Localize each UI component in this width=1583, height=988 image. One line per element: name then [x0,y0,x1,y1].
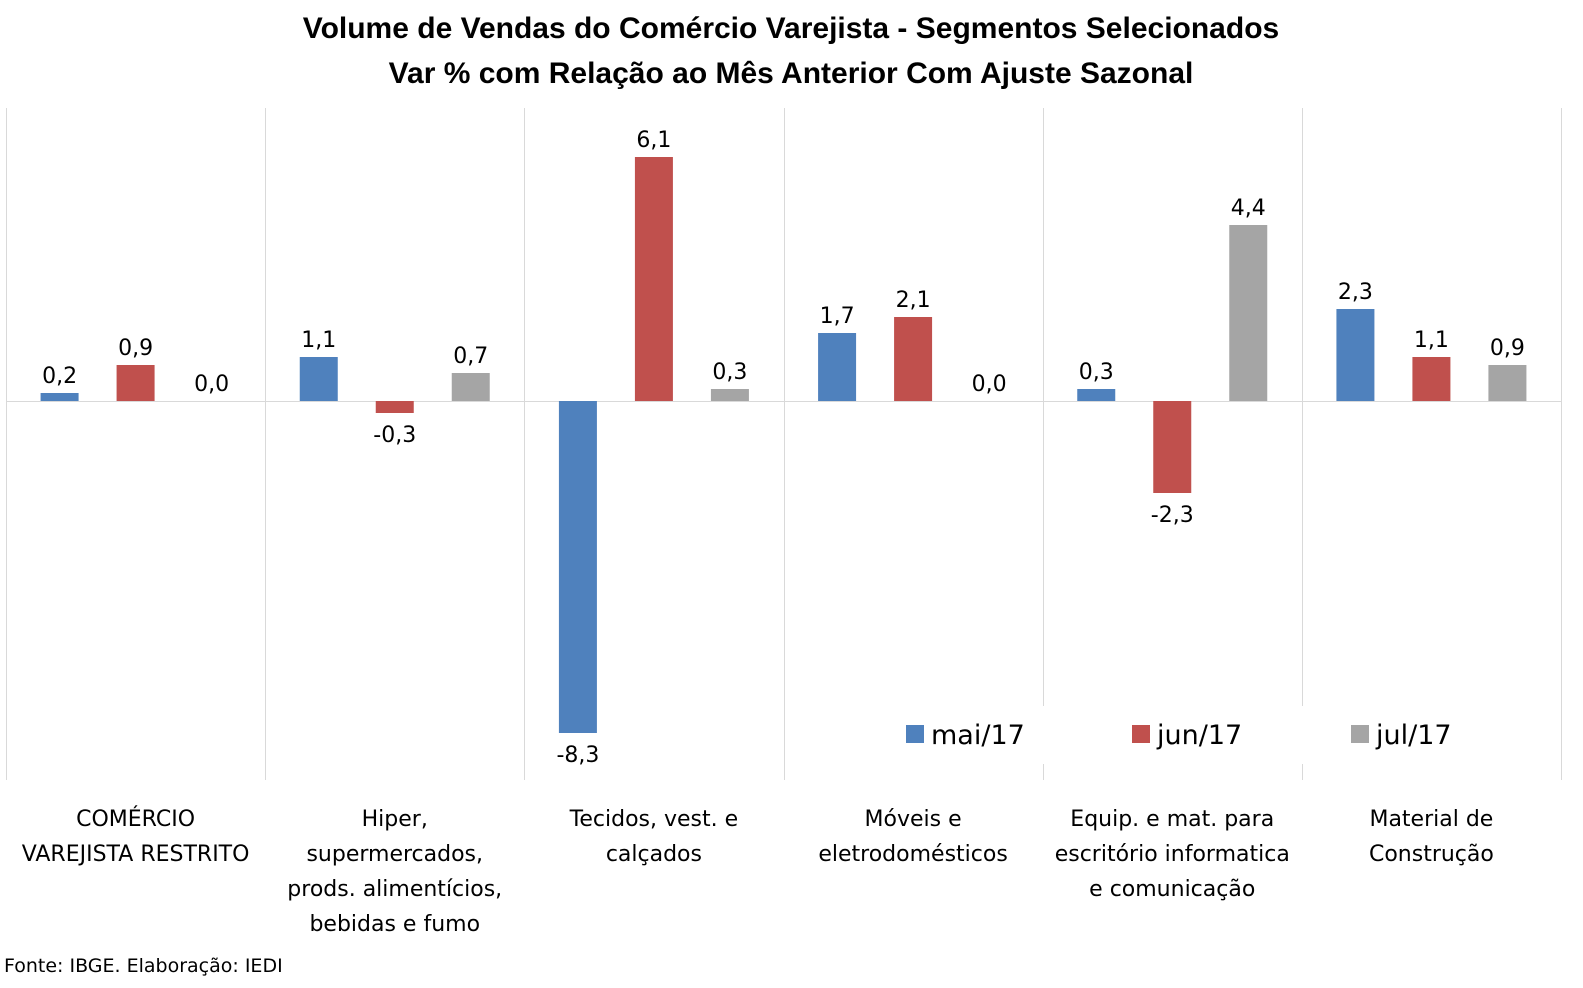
category-label: Móveis e eletrodomésticos [818,807,1007,867]
data-label: 2,1 [896,288,931,313]
chart-subtitle: Var % com Relação ao Mês Anterior Com Aj… [389,57,1194,90]
data-label: 0,3 [1079,360,1114,385]
bar-jun/17-cat3 [894,317,933,401]
data-label: 0,2 [42,364,77,389]
bar-mai/17-cat1 [299,357,338,401]
bar-mai/17-cat3 [818,333,857,401]
bar-jun/17-cat1 [375,401,414,413]
data-label: -2,3 [1151,503,1194,528]
category-label: Tecidos, vest. e calçados [569,807,738,867]
chart-title: Volume de Vendas do Comércio Varejista -… [303,12,1279,45]
bar-mai/17-cat0 [40,393,79,401]
legend-entry-mai/17: mai/17 [931,720,1025,751]
data-label: 0,9 [118,336,153,361]
data-label: -8,3 [556,743,599,768]
bar-jul/17-cat1 [451,373,490,401]
bar-mai/17-cat4 [1077,389,1116,401]
data-label: 0,7 [453,344,488,369]
bar-jun/17-cat5 [1412,357,1451,401]
bar-jun/17-cat2 [634,157,673,401]
legend-entry-jun/17: jun/17 [1156,720,1242,751]
category-label: Hiper, supermercados, prods. alimentícios,… [287,807,502,937]
bar-jul/17-cat4 [1229,225,1268,401]
category-labels: COMÉRCIO VAREJISTA RESTRITO Hiper, supermer… [22,806,1494,937]
data-label: 6,1 [636,128,671,153]
category-gridlines [6,108,1562,780]
legend-swatch-jul/17 [1351,725,1369,743]
legend: mai/17 jun/17 jul/17 [880,706,1480,764]
data-label: 1,1 [1414,328,1449,353]
bar-mai/17-cat5 [1336,309,1375,401]
bar-jul/17-cat2 [710,389,749,401]
bar-jun/17-cat4 [1153,401,1192,493]
data-label: 4,4 [1231,196,1266,221]
category-label: COMÉRCIO VAREJISTA RESTRITO [22,806,250,867]
bars [40,157,1527,733]
bar-jun/17-cat0 [116,365,155,401]
data-label: -0,3 [373,423,416,448]
category-label: Material de Construção [1369,807,1494,867]
data-label: 1,7 [820,304,855,329]
category-label: Equip. e mat. para escritório informatica… [1055,807,1290,902]
legend-swatch-mai/17 [906,725,924,743]
data-label: 0,0 [972,372,1007,397]
legend-background [880,706,1480,764]
data-label: 1,1 [301,328,336,353]
data-labels: 0,2 1,1 -8,3 1,7 0,3 2,3 0,9 -0,3 6,1 2,1 -2,3 1,1 0… [42,128,1525,768]
bar-jul/17-cat5 [1488,365,1527,401]
data-label: 0,0 [194,372,229,397]
legend-swatch-jun/17 [1132,725,1150,743]
source-note: Fonte: IBGE. Elaboração: IEDI [4,955,283,977]
data-label: 2,3 [1338,280,1373,305]
data-label: 0,3 [712,360,747,385]
legend-entry-jul/17: jul/17 [1375,720,1452,751]
bar-mai/17-cat2 [558,401,597,733]
data-label: 0,9 [1490,336,1525,361]
